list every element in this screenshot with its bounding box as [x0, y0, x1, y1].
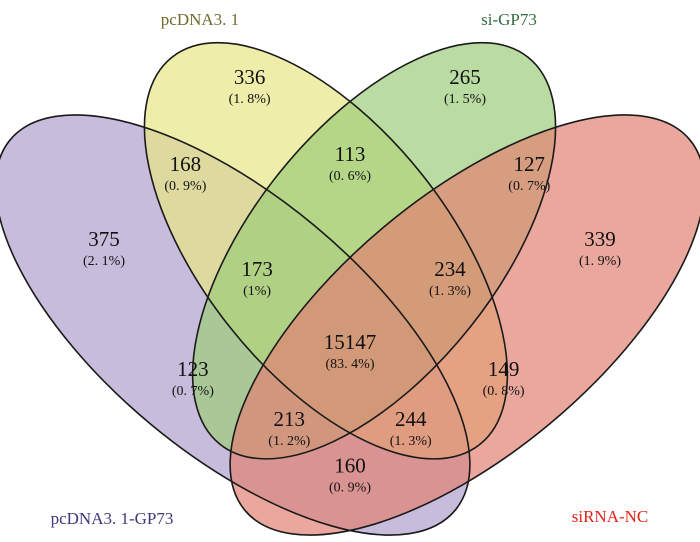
- svg-text:(1. 3%): (1. 3%): [390, 434, 432, 449]
- svg-text:375: 375: [88, 227, 120, 251]
- svg-text:(1. 9%): (1. 9%): [579, 254, 621, 269]
- svg-text:213: 213: [274, 407, 306, 431]
- svg-text:(83. 4%): (83. 4%): [326, 357, 375, 372]
- svg-text:127: 127: [514, 152, 546, 176]
- svg-text:(0. 9%): (0. 9%): [329, 480, 371, 495]
- svg-text:(1%): (1%): [243, 284, 271, 299]
- svg-text:(0. 8%): (0. 8%): [483, 384, 525, 399]
- svg-text:pcDNA3. 1: pcDNA3. 1: [161, 10, 239, 29]
- svg-text:(0. 6%): (0. 6%): [329, 169, 371, 184]
- svg-text:(2. 1%): (2. 1%): [83, 254, 125, 269]
- svg-text:160: 160: [334, 453, 366, 477]
- svg-text:113: 113: [335, 142, 366, 166]
- svg-text:173: 173: [241, 257, 273, 281]
- svg-text:(1. 3%): (1. 3%): [429, 284, 471, 299]
- svg-text:(1. 8%): (1. 8%): [229, 92, 271, 107]
- svg-text:siRNA-NC: siRNA-NC: [572, 507, 649, 526]
- svg-text:si-GP73: si-GP73: [481, 10, 537, 29]
- svg-text:244: 244: [395, 407, 427, 431]
- svg-text:(0. 7%): (0. 7%): [508, 179, 550, 194]
- svg-text:123: 123: [177, 357, 209, 381]
- svg-text:336: 336: [234, 65, 266, 89]
- svg-text:168: 168: [170, 152, 202, 176]
- svg-text:(0. 9%): (0. 9%): [164, 179, 206, 194]
- svg-text:339: 339: [584, 227, 616, 251]
- svg-text:234: 234: [434, 257, 466, 281]
- svg-text:pcDNA3. 1-GP73: pcDNA3. 1-GP73: [51, 509, 174, 528]
- svg-text:265: 265: [449, 65, 481, 89]
- svg-text:15147: 15147: [324, 330, 377, 354]
- svg-text:149: 149: [488, 357, 520, 381]
- svg-text:(1. 5%): (1. 5%): [444, 92, 486, 107]
- svg-text:(0. 7%): (0. 7%): [172, 384, 214, 399]
- svg-text:(1. 2%): (1. 2%): [268, 434, 310, 449]
